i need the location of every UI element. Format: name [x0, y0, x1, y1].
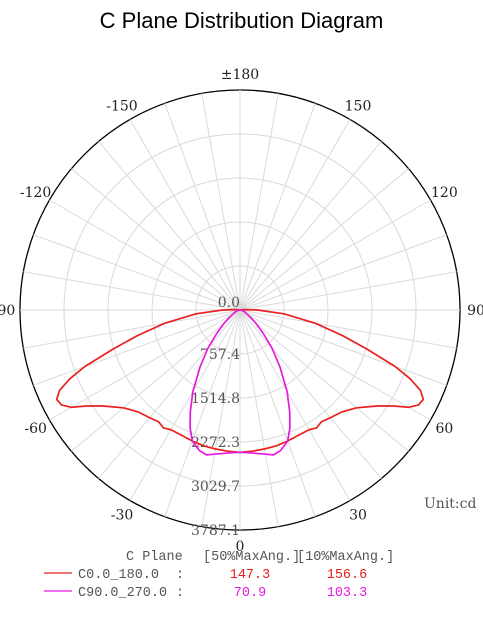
grid-spoke [201, 93, 241, 311]
radial-label: 757.4 [200, 347, 240, 363]
legend-name-1: C90.0_270.0 [78, 586, 167, 601]
grid-spoke [49, 199, 241, 311]
grid-spoke [239, 309, 382, 479]
legend-name-0: C0.0_180.0 [78, 568, 159, 583]
legend-half-max-0: 147.3 [230, 568, 271, 583]
grid-spoke [239, 199, 431, 311]
legend-header-col2: [10%MaxAng.] [297, 550, 394, 565]
radial-label: 1514.8 [191, 391, 240, 407]
angle-label-neg120: -120 [20, 185, 51, 201]
grid-spoke [239, 168, 409, 311]
angle-label-120: 120 [431, 185, 458, 201]
radial-label: 2272.3 [191, 435, 240, 451]
legend-tenth-max-0: 156.6 [327, 568, 368, 583]
angle-label-neg150: -150 [106, 99, 137, 115]
grid-spoke [239, 309, 447, 386]
legend-half-max-1: 70.9 [234, 586, 266, 601]
grid-spoke [98, 141, 241, 311]
grid-spoke [239, 309, 351, 501]
grid-spoke [23, 309, 241, 349]
angle-label-0: 0 [236, 539, 245, 555]
grid-spoke [239, 119, 351, 311]
grid-spoke [239, 309, 316, 517]
legend-header-col1: [50%MaxAng.] [203, 550, 300, 565]
series-curve-1 [189, 309, 291, 456]
grid-spoke [71, 168, 241, 311]
grid-spoke [49, 309, 241, 421]
grid-spoke [239, 309, 279, 527]
grid-spoke [164, 309, 241, 517]
grid-spoke [33, 309, 241, 386]
legend-tenth-max-1: 103.3 [327, 586, 368, 601]
angle-label-neg90: -90 [0, 303, 15, 319]
grid-spoke [239, 309, 431, 421]
angle-label-180: ±180 [221, 67, 259, 83]
grid-spoke [33, 234, 241, 311]
grid-spoke [239, 103, 316, 311]
angle-label-150: 150 [345, 99, 372, 115]
angle-label-neg60: -60 [24, 421, 47, 437]
grid-spoke [239, 271, 457, 311]
legend-separator-1: : [176, 586, 184, 601]
grid-spoke [129, 119, 241, 311]
grid-spoke [71, 309, 241, 452]
grid-spoke [129, 309, 241, 501]
angle-label-30: 30 [349, 507, 367, 523]
grid-spoke [201, 309, 241, 527]
radial-label: 3787.1 [191, 523, 240, 539]
radial-label: 3029.7 [191, 479, 240, 495]
angle-label-60: 60 [435, 421, 453, 437]
grid-spoke [239, 309, 457, 349]
grid-spoke [164, 103, 241, 311]
grid-spoke [239, 93, 279, 311]
grid-spoke [239, 234, 447, 311]
unit-label: Unit:cd [424, 496, 476, 512]
chart-title: C Plane Distribution Diagram [99, 8, 384, 33]
angle-label-90: 90 [467, 303, 483, 319]
legend-separator-0: : [176, 568, 184, 583]
grid-spoke [98, 309, 241, 479]
grid-spoke [239, 141, 382, 311]
radial-label: 0.0 [218, 295, 240, 311]
angle-label-neg30: -30 [111, 507, 134, 523]
grid-spoke [239, 309, 409, 452]
legend-header-plane: C Plane [126, 550, 183, 565]
grid-spoke [23, 271, 241, 311]
